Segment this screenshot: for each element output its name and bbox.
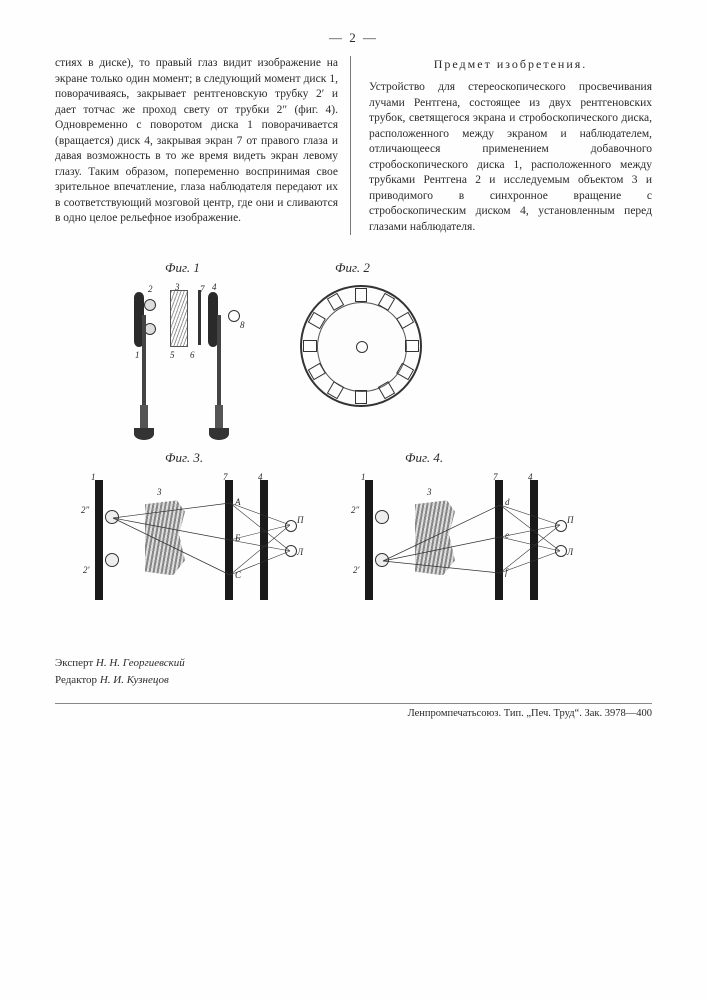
fig4-lab-4: 4 (528, 472, 533, 482)
fig1-eye-icon (228, 310, 240, 322)
fig3-lab-C: С (235, 570, 241, 580)
fig3-lab-P: П (297, 515, 304, 525)
figure-1: 1 2 3 4 5 6 7 8 (120, 280, 270, 430)
fig3-lab-2p: 2″ (81, 505, 89, 515)
page-number: — 2 — (55, 30, 652, 46)
fig4-lab-f: f (505, 567, 508, 577)
fig1-num-3: 3 (175, 282, 180, 292)
fig1-num-6: 6 (190, 350, 195, 360)
fig3-rays (85, 475, 315, 605)
editor-label: Редактор (55, 674, 97, 686)
fig4-lab-2: 2′ (353, 565, 359, 575)
fig2-disc (300, 285, 422, 407)
claim-heading: Предмет изобретения. (369, 56, 652, 72)
figure-4: 1 2″ 2′ 3 7 4 d е f П Л (355, 475, 585, 605)
patent-page: — 2 — стиях в диске), то правый глаз вид… (0, 0, 707, 1000)
fig1-num-8: 8 (240, 320, 245, 330)
fig1-post1 (142, 315, 146, 405)
right-column-text: Устройство для стереоскопического просве… (369, 81, 652, 233)
fig1-num-2: 2 (148, 284, 153, 294)
fig1-screen (198, 290, 201, 345)
fig2-slot (303, 340, 317, 352)
fig4-lab-P: П (567, 515, 574, 525)
fig2-slot (405, 340, 419, 352)
fig3-lab-7: 7 (223, 472, 228, 482)
left-column-text: стиях в диске), то правый глаз видит изо… (55, 57, 338, 224)
fig4-lab-L: Л (567, 547, 573, 557)
fig4-rays (355, 475, 585, 605)
fig4-lab-1: 1 (361, 472, 366, 482)
fig3-lab-3: 3 (157, 487, 162, 497)
fig1-object (170, 290, 188, 347)
fig4-lab-7: 7 (493, 472, 498, 482)
fig4-lab-3: 3 (427, 487, 432, 497)
fig4-lab-e: е (505, 530, 509, 540)
fig3-lab-B: Б (235, 533, 240, 543)
fig2-slot (355, 390, 367, 404)
footer-printer-line: Ленпромпечатьсоюз. Тип. „Печ. Труд“. Зак… (408, 708, 652, 719)
expert-label: Эксперт (55, 657, 93, 669)
fig3-lab-1: 1 (91, 472, 96, 482)
expert-name: Н. Н. Георгиевский (96, 657, 185, 669)
fig4-lab-d: d (505, 497, 510, 507)
fig1-num-7: 7 (200, 284, 205, 294)
fig3-lab-L: Л (297, 547, 303, 557)
fig2-slot (355, 288, 367, 302)
fig3-label: Фиг. 3. (165, 450, 203, 466)
fig2-slot (378, 381, 395, 399)
figure-3: 1 2″ 2′ 3 7 4 A Б С П Л (85, 475, 315, 605)
fig1-label: Фиг. 1 (165, 260, 200, 276)
fig2-label: Фиг. 2 (335, 260, 370, 276)
fig3-lab-4: 4 (258, 472, 263, 482)
fig1-num-5: 5 (170, 350, 175, 360)
fig3-lab-2: 2′ (83, 565, 89, 575)
fig1-num-1: 1 (135, 350, 140, 360)
left-column: стиях в диске), то правый глаз видит изо… (55, 56, 351, 235)
fig1-post2 (217, 315, 221, 405)
fig1-tubes (150, 295, 158, 340)
fig1-num-4: 4 (212, 282, 217, 292)
fig4-lab-2p: 2″ (351, 505, 359, 515)
two-column-body: стиях в диске), то правый глаз видит изо… (55, 56, 652, 235)
fig1-stand1 (140, 405, 148, 430)
print-footer: Ленпромпечатьсоюз. Тип. „Печ. Труд“. Зак… (55, 703, 652, 719)
figure-2 (300, 285, 420, 405)
fig1-stand2 (215, 405, 223, 430)
editor-name: Н. И. Кузнецов (100, 674, 169, 686)
fig3-lab-A: A (235, 497, 241, 507)
credits: Эксперт Н. Н. Георгиевский Редактор Н. И… (55, 655, 652, 688)
figures-block: Фиг. 1 Фиг. 2 Фиг. 3. Фиг. 4. 1 2 3 4 5 … (55, 260, 652, 630)
right-column: Предмет изобретения. Устройство для стер… (369, 56, 652, 235)
fig4-label: Фиг. 4. (405, 450, 443, 466)
